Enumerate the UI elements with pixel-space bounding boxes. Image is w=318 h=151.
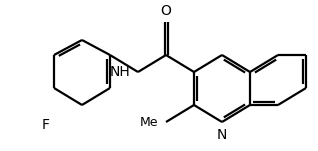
Text: N: N xyxy=(217,128,227,142)
Text: Me: Me xyxy=(140,116,158,129)
Text: O: O xyxy=(161,4,171,18)
Text: F: F xyxy=(42,118,50,132)
Text: NH: NH xyxy=(109,65,130,79)
